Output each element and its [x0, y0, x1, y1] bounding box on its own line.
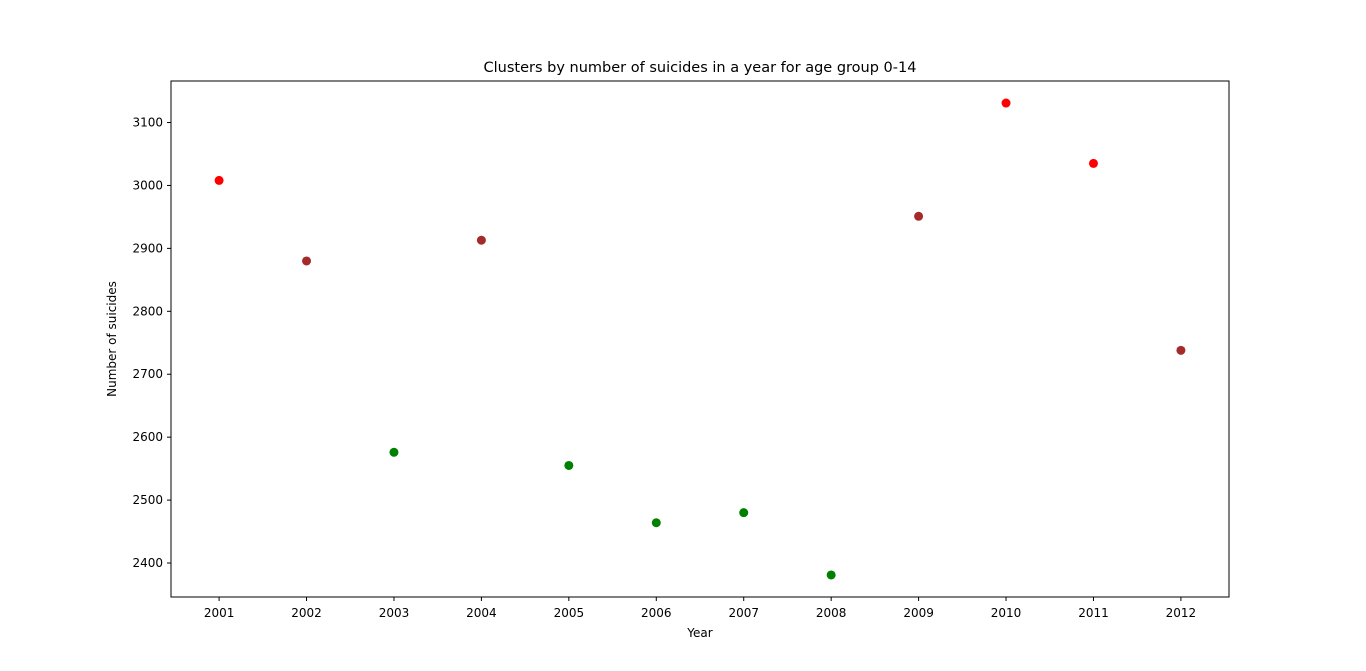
- data-points: [214, 98, 1186, 580]
- x-tick-label: 2008: [816, 606, 847, 620]
- x-tick-label: 2012: [1166, 606, 1197, 620]
- data-point: [826, 570, 836, 580]
- data-point: [389, 447, 399, 457]
- data-point: [651, 518, 661, 528]
- y-tick-label: 2500: [132, 493, 163, 507]
- x-tick-label: 2004: [466, 606, 497, 620]
- data-point: [214, 175, 224, 185]
- x-tick-label: 2006: [641, 606, 672, 620]
- x-tick-label: 2002: [291, 606, 322, 620]
- y-tick-label: 2800: [132, 304, 163, 318]
- plot-area-frame: [170, 80, 1230, 598]
- y-tick-label: 3100: [132, 116, 163, 130]
- data-point: [1001, 98, 1011, 108]
- y-tick-label: 2700: [132, 367, 163, 381]
- y-axis-title: Number of suicides: [105, 281, 119, 397]
- x-tick-label: 2009: [903, 606, 934, 620]
- x-tick-label: 2010: [991, 606, 1022, 620]
- y-tick-label: 3000: [132, 178, 163, 192]
- data-point: [476, 235, 486, 245]
- data-point: [739, 508, 749, 518]
- chart-title: Clusters by number of suicides in a year…: [484, 60, 917, 76]
- data-point: [1088, 158, 1098, 168]
- x-tick-label: 2007: [728, 606, 759, 620]
- x-tick-label: 2005: [554, 606, 585, 620]
- x-tick-label: 2001: [204, 606, 235, 620]
- data-point: [564, 460, 574, 470]
- y-tick-label: 2400: [132, 556, 163, 570]
- data-point: [1176, 345, 1186, 355]
- axis-ticks: 2001 2002 2003 2004 2005 2006 2007 2008 2009 2010…: [132, 116, 1196, 620]
- y-tick-label: 2600: [132, 430, 163, 444]
- y-tick-label: 2900: [132, 241, 163, 255]
- data-point: [914, 211, 924, 221]
- x-tick-label: 2011: [1078, 606, 1109, 620]
- data-point: [302, 256, 312, 266]
- x-tick-label: 2003: [379, 606, 410, 620]
- x-axis-title: Year: [686, 626, 712, 640]
